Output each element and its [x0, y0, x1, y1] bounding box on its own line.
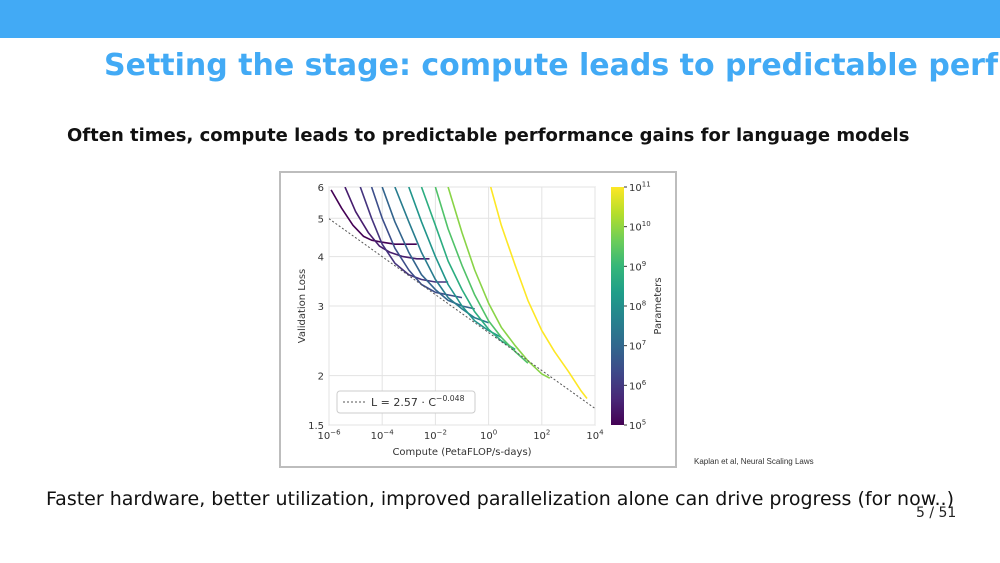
- y-tick-label: 5: [318, 214, 324, 225]
- slide-top-bar: [0, 0, 1000, 38]
- y-axis-label: Validation Loss: [297, 269, 308, 344]
- colorbar-tick-label: 108: [629, 300, 646, 314]
- loss-curve-10: [489, 187, 588, 399]
- colorbar-tick-label: 106: [629, 379, 647, 393]
- colorbar-tick-label: 107: [629, 339, 646, 353]
- loss-curve-6: [408, 187, 502, 339]
- slide-title: Setting the stage: compute leads to pred…: [104, 48, 999, 83]
- scaling-law-chart: 10−6 10−4 10−2 100 102 104 1.5 2 3 4 5 6 Compute (Pe…: [297, 181, 664, 459]
- x-tick-label: 10−6: [317, 429, 341, 443]
- colorbar: [611, 187, 624, 425]
- colorbar-tick-label: 1010: [629, 220, 651, 234]
- power-law-frontier: [329, 218, 595, 409]
- colorbar-tick-label: 1011: [629, 181, 651, 195]
- x-tick-label: 102: [533, 429, 550, 443]
- loss-curve-5: [394, 187, 489, 324]
- x-tick-label: 100: [480, 429, 497, 443]
- loss-curve-0: [330, 189, 417, 245]
- scaling-law-figure: 10−6 10−4 10−2 100 102 104 1.5 2 3 4 5 6 Compute (Pe…: [279, 171, 677, 468]
- figure-caption: Kaplan et al, Neural Scaling Laws: [694, 457, 814, 466]
- y-tick-label: 2: [318, 372, 324, 383]
- y-tick-label: 6: [318, 183, 324, 194]
- loss-curve-8: [434, 187, 529, 364]
- y-tick-label: 3: [318, 302, 324, 313]
- x-axis-label: Compute (PetaFLOP/s-days): [392, 447, 531, 458]
- loss-curve-4: [381, 187, 475, 310]
- loss-curve-2: [359, 187, 449, 283]
- page-number: 5 / 51: [916, 505, 957, 521]
- legend-box: [336, 390, 476, 414]
- colorbar-tick-label: 109: [629, 260, 646, 274]
- y-tick-label: 4: [318, 253, 324, 264]
- bottom-statement: Faster hardware, better utilization, imp…: [46, 488, 955, 510]
- loss-curve-7: [420, 187, 516, 351]
- x-tick-label: 10−4: [371, 429, 395, 443]
- loss-curve-9: [447, 187, 551, 379]
- legend-label: L = 2.57 · C−0.048: [371, 394, 465, 409]
- x-tick-label: 10−2: [424, 429, 447, 443]
- x-tick-label: 104: [586, 429, 604, 443]
- colorbar-label: Parameters: [653, 277, 664, 334]
- y-tick-label: 1.5: [308, 421, 324, 432]
- colorbar-tick-label: 105: [629, 419, 646, 433]
- slide-subtitle: Often times, compute leads to predictabl…: [67, 125, 910, 146]
